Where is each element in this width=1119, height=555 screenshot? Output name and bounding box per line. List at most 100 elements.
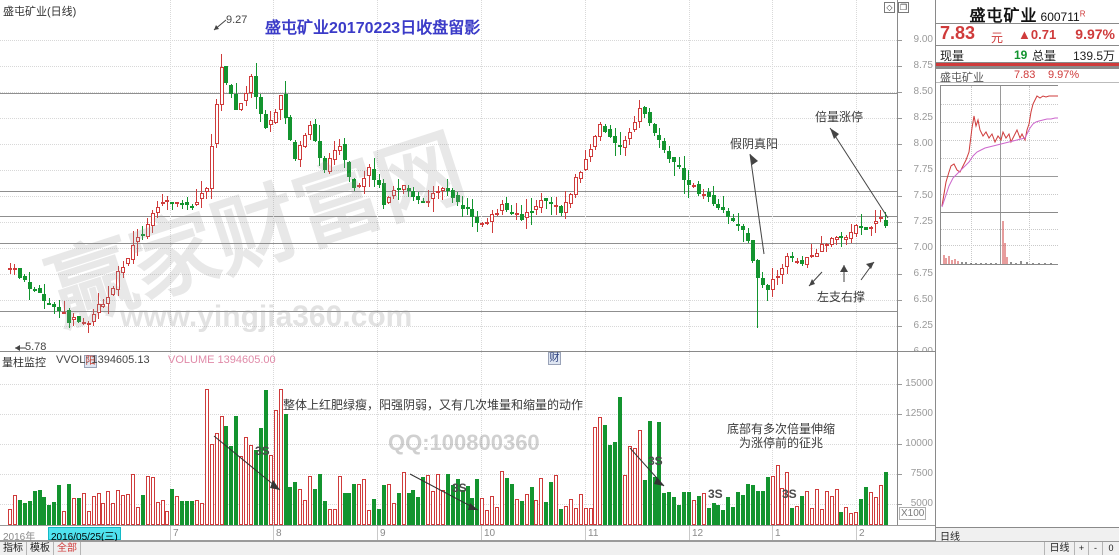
volume-bar [421, 476, 426, 525]
candle-body [819, 243, 824, 252]
candle-body [549, 202, 554, 205]
date-axis[interactable]: 2016年 2016/05/25(三) 7 8 9 10 11 12 1 2 [0, 525, 935, 543]
annotation-arrow-3 [808, 271, 823, 287]
candle-body [411, 190, 416, 198]
candle-body [126, 258, 131, 265]
intraday-chart[interactable] [936, 83, 1119, 268]
volume-bar [613, 442, 618, 525]
price-change-pct: 9.97% [1075, 26, 1115, 42]
volume-gridline [0, 474, 935, 475]
indicator-label-quanbu[interactable]: 全部 [54, 542, 81, 555]
zoom-in-button[interactable]: + [1075, 542, 1089, 555]
volume-bar [426, 474, 431, 525]
price-unit: 元 [991, 31, 1004, 45]
quote-panel-footer[interactable]: 日线 [936, 527, 1119, 543]
intraday-volume-bars [943, 221, 1052, 264]
volume-bar [337, 476, 342, 525]
volume-bar [682, 492, 687, 525]
order-book[interactable] [936, 63, 1119, 67]
volume-bar [554, 475, 559, 525]
candle-body [465, 206, 470, 209]
month-separator [273, 0, 274, 351]
candle-body [519, 213, 524, 220]
diamond-icon[interactable]: ◇ [884, 2, 895, 13]
period-label[interactable]: 日线 [1045, 542, 1075, 555]
date-axis-tick: 1 [775, 528, 781, 539]
volume-bar [775, 465, 780, 525]
candle-body [406, 187, 411, 192]
volume-bar [534, 499, 539, 525]
candle-wick [176, 201, 178, 208]
volume-bar [258, 428, 263, 525]
candle-body [180, 203, 185, 206]
date-axis-tick: 7 [173, 528, 179, 539]
volume-bar [519, 501, 524, 525]
price-axis-label: 6.75 [913, 268, 933, 279]
volume-bar [81, 492, 86, 525]
volume-bar [313, 488, 318, 525]
quote-panel[interactable]: 盛屯矿业 600711R 7.83 元 ▲0.71 9.97% 现量 19 总量 … [935, 0, 1119, 543]
indicator-label-moban[interactable]: 模板 [27, 542, 54, 555]
candle-body [101, 303, 106, 307]
date-tick [170, 526, 171, 540]
volume-bar [480, 498, 485, 525]
volume-bar [381, 484, 386, 525]
candle-body [775, 276, 780, 279]
price-gridline [0, 66, 935, 67]
volume-bar [746, 483, 750, 525]
candle-body [485, 222, 490, 225]
candle-body [770, 279, 775, 290]
intraday-header: 盛屯矿业 7.83 9.97% [936, 69, 1119, 84]
volume-bar [106, 491, 111, 525]
candle-body [106, 296, 111, 305]
footer-period-label[interactable]: 日线 [940, 532, 960, 543]
annotation-arrow-4 [840, 265, 848, 282]
candle-wick [673, 156, 675, 176]
zoom-out-button[interactable]: - [1089, 542, 1103, 555]
selected-date-label[interactable]: 2016/05/25(三) [48, 527, 121, 543]
volume-axis-label: 7500 [910, 468, 933, 479]
price-axis: 9.00 8.75 8.50 8.25 8.00 7.75 7.50 7.25 7.00 6.75… [897, 0, 935, 351]
volume-bar [711, 503, 716, 525]
intraday-volume-plot [940, 213, 1058, 265]
date-tick [585, 526, 586, 540]
candle-wick [53, 301, 55, 314]
low-price-pointer [15, 345, 26, 351]
price-gridline [0, 196, 935, 197]
price-axis-tick [898, 274, 902, 275]
candle-body [47, 303, 52, 306]
volume-bar [76, 498, 81, 525]
price-pane[interactable]: 盛屯矿业(日线) 盛屯矿业20170223日收盘留影 [0, 0, 935, 352]
volume-bar [71, 498, 76, 525]
restore-icon[interactable]: ❐ [898, 2, 909, 13]
price-gridline [0, 326, 935, 327]
candle-wick [885, 211, 887, 228]
candle-body [568, 193, 573, 204]
volume-bar [101, 502, 106, 525]
chart-area[interactable]: 赢家财富网 www.yingjia360.com 盛屯矿业(日线) 盛屯矿业20… [0, 0, 935, 525]
indicator-label-zhibiao[interactable]: 指标 [0, 542, 27, 555]
candle-body [165, 200, 170, 203]
low-price-label: 5.78 [25, 341, 47, 352]
candle-body [327, 157, 332, 172]
candle-wick [742, 223, 744, 242]
candle-body [657, 135, 662, 141]
volume-pane[interactable]: 量柱监控 VVOL: 1394605.13 VOLUME 1394605.00 … [0, 352, 935, 525]
candle-body [746, 232, 750, 242]
candle-body [529, 211, 534, 214]
candle-body [116, 271, 121, 290]
date-axis-tick: 9 [380, 528, 386, 539]
price-axis-label: 8.75 [913, 60, 933, 71]
zero-button[interactable]: 0 [1103, 542, 1119, 555]
month-separator [481, 352, 482, 525]
candle-body [332, 149, 337, 161]
candle-body [71, 317, 76, 320]
marker-icon-blue[interactable]: 财 [548, 352, 561, 365]
marker-icon-yang[interactable]: 阳 [84, 355, 97, 368]
indicator-toolbar[interactable]: 指标 模板 全部 日线 + - 0 [0, 541, 1119, 555]
candle-body [869, 226, 873, 229]
candle-wick [442, 187, 444, 200]
candle-body [760, 278, 765, 285]
candle-body [8, 267, 12, 271]
volume-bar [229, 446, 234, 525]
